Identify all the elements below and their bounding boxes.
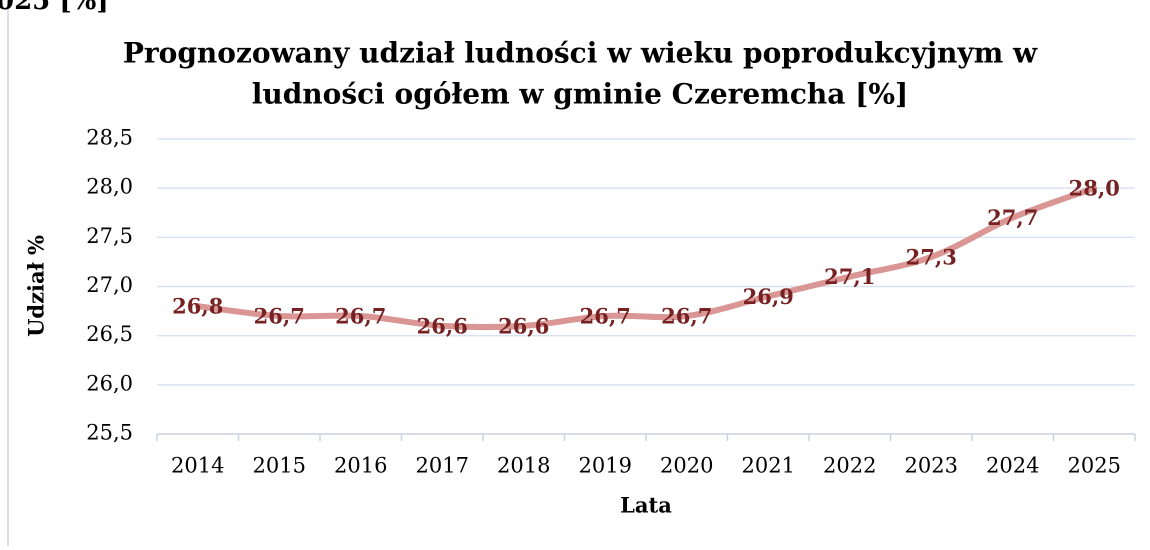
data-label: 26,7 [661, 304, 712, 329]
x-tick-label: 2021 [742, 454, 795, 478]
chart-title: Prognozowany udział ludności w wieku pop… [123, 37, 1038, 70]
data-label: 26,6 [498, 313, 549, 338]
y-tick-label: 25,5 [86, 421, 133, 445]
data-label: 26,7 [580, 304, 631, 329]
x-tick-label: 2023 [905, 454, 958, 478]
x-tick-label: 2019 [579, 454, 632, 478]
x-tick-label: 2017 [416, 454, 469, 478]
x-tick-label: 2018 [497, 454, 550, 478]
y-tick-label: 28,0 [86, 175, 133, 199]
x-tick-label: 2024 [986, 454, 1039, 478]
x-tick-label: 2022 [823, 454, 876, 478]
data-label: 26,7 [254, 304, 305, 329]
data-label: 27,7 [987, 205, 1038, 230]
data-label: 26,9 [743, 284, 794, 309]
y-tick-label: 28,5 [86, 126, 133, 150]
chart-title: ludności ogółem w gminie Czeremcha [%] [252, 78, 909, 111]
data-label: 27,3 [906, 245, 957, 270]
data-label: 26,7 [335, 304, 386, 329]
x-tick-label: 2016 [334, 454, 387, 478]
y-tick-label: 26,5 [86, 322, 133, 346]
data-label: 26,8 [172, 294, 223, 319]
x-tick-label: 2014 [171, 454, 224, 478]
x-tick-label: 2020 [660, 454, 713, 478]
caption-fragment: 025 [%] [0, 0, 109, 16]
x-tick-label: 2025 [1068, 454, 1121, 478]
y-tick-label: 27,5 [86, 224, 133, 248]
data-label: 28,0 [1069, 176, 1120, 201]
x-axis-title: Lata [620, 493, 672, 518]
y-tick-label: 26,0 [86, 371, 133, 395]
y-tick-label: 27,0 [86, 273, 133, 297]
data-label: 26,6 [417, 313, 468, 338]
x-tick-label: 2015 [253, 454, 306, 478]
data-line [194, 185, 1098, 331]
data-label: 27,1 [824, 264, 875, 289]
y-axis-title: Udział % [24, 235, 49, 337]
